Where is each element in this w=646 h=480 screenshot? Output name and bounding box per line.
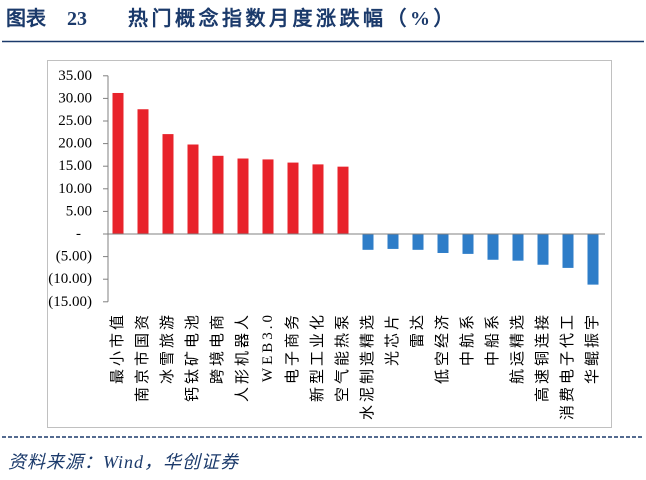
bar-12 bbox=[387, 234, 399, 249]
category-label-3: 冰雪旅游 bbox=[159, 312, 176, 384]
category-label-17: 航运精选 bbox=[509, 312, 526, 384]
y-tick-label: 15.00 bbox=[58, 158, 92, 174]
bar-16 bbox=[487, 234, 499, 260]
bar-10 bbox=[337, 166, 349, 234]
bar-2 bbox=[137, 109, 149, 234]
source-note: 资料来源：Wind，华创证券 bbox=[8, 452, 240, 472]
bar-18 bbox=[537, 234, 549, 265]
y-tick-label: (5.00) bbox=[56, 249, 92, 265]
category-label-1: 最小市值 bbox=[109, 312, 126, 384]
y-tick-label: 35.00 bbox=[58, 68, 92, 84]
bar-4 bbox=[187, 144, 199, 234]
bar-1 bbox=[112, 92, 124, 234]
category-label-9: 新型工业化 bbox=[309, 312, 326, 402]
category-label-13: 雷达 bbox=[409, 312, 426, 348]
figure-label: 图表 23 bbox=[6, 8, 87, 30]
category-label-19: 消费电子代工 bbox=[559, 312, 576, 420]
chart-border bbox=[47, 60, 612, 428]
chart-title: 热门概念指数月度涨跌幅（%） bbox=[128, 8, 457, 30]
category-label-11: 水泥制造精选 bbox=[359, 312, 376, 420]
bar-19 bbox=[562, 234, 574, 268]
category-label-10: 空气能热泵 bbox=[334, 312, 351, 402]
y-tick-label: 25.00 bbox=[58, 113, 92, 129]
bar-14 bbox=[437, 234, 449, 253]
category-label-20: 华鲲振宇 bbox=[584, 312, 601, 384]
bar-6 bbox=[237, 158, 249, 234]
bar-5 bbox=[212, 155, 224, 234]
y-tick-label: 10.00 bbox=[58, 181, 92, 197]
y-tick-label: 20.00 bbox=[58, 136, 92, 152]
category-label-7: WEB3.0 bbox=[260, 312, 276, 382]
bar-13 bbox=[412, 234, 424, 250]
bar-9 bbox=[312, 164, 324, 234]
y-tick-label: (15.00) bbox=[48, 294, 92, 310]
category-label-18: 高速铜连接 bbox=[534, 312, 551, 402]
chart-marks: 35.00 30.00 25.00 20.00 15.00 10.00 5.00 - (5.00… bbox=[48, 68, 605, 420]
y-tick-label: 5.00 bbox=[66, 203, 92, 219]
y-tick-label: - bbox=[76, 226, 81, 242]
category-label-14: 低空经济 bbox=[434, 312, 451, 384]
category-label-4: 钙钛矿电池 bbox=[184, 312, 201, 402]
bar-3 bbox=[162, 134, 174, 234]
y-tick-label: (10.00) bbox=[48, 271, 92, 287]
bar-11 bbox=[362, 234, 374, 250]
category-label-2: 南京市国资 bbox=[134, 312, 151, 402]
bar-20 bbox=[587, 234, 599, 285]
y-tick-label: 30.00 bbox=[58, 90, 92, 106]
bar-15 bbox=[462, 234, 474, 254]
category-label-15: 中航系 bbox=[459, 312, 476, 366]
category-label-16: 中船系 bbox=[484, 312, 501, 366]
category-label-6: 人形机器人 bbox=[234, 312, 251, 402]
bar-17 bbox=[512, 234, 524, 261]
category-label-8: 电子商务 bbox=[284, 312, 301, 384]
bar-7 bbox=[262, 159, 274, 234]
category-label-12: 光芯片 bbox=[384, 312, 401, 366]
category-label-5: 跨境电商 bbox=[208, 312, 226, 384]
bar-8 bbox=[287, 162, 299, 234]
